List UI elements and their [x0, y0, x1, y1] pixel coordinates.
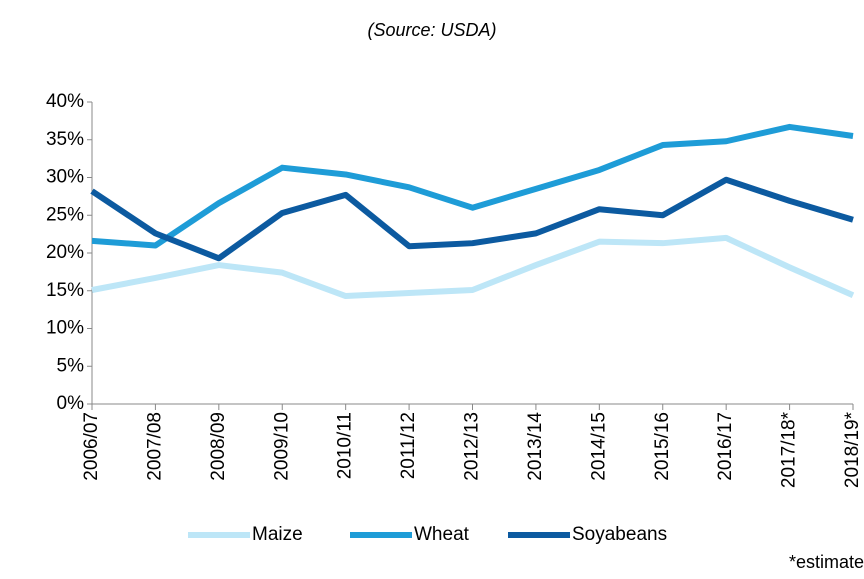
x-tick-label: 2011/12	[398, 412, 419, 479]
y-tick-label: 0%	[57, 393, 85, 414]
y-tick-label: 15%	[46, 280, 84, 301]
line-series	[91, 123, 854, 249]
x-tick-label: 2017/18*	[779, 411, 800, 488]
x-tick-label: 2008/09	[208, 412, 229, 481]
x-tick-label: 2010/11	[335, 412, 356, 479]
annotation: *estimate	[789, 552, 864, 572]
x-tick-label: 2014/15	[588, 412, 609, 481]
legend-label: Maize	[252, 524, 303, 545]
y-tick-label: 40%	[46, 91, 84, 112]
y-tick-label: 20%	[46, 242, 84, 263]
legend-label: Wheat	[414, 524, 470, 545]
y-tick-label: 10%	[46, 318, 84, 339]
legend-label: Soyabeans	[572, 524, 667, 545]
y-tick-label: 30%	[46, 167, 84, 188]
x-tick-label: 2012/13	[462, 412, 483, 481]
chart-subtitle: (Source: USDA)	[367, 20, 496, 40]
line-series	[90, 176, 854, 262]
x-tick-label: 2018/19*	[842, 411, 863, 488]
x-tick-label: 2013/14	[525, 412, 546, 481]
y-tick-label: 5%	[57, 355, 85, 376]
x-tick-label: 2015/16	[652, 412, 673, 481]
x-tick-label: 2007/08	[144, 412, 165, 481]
y-tick-label: 35%	[46, 129, 84, 150]
line-series	[91, 234, 855, 300]
x-tick-label: 2016/17	[715, 412, 736, 481]
y-tick-label: 25%	[46, 204, 84, 225]
x-tick-label: 2006/07	[81, 412, 102, 481]
x-tick-label: 2009/10	[271, 412, 292, 481]
